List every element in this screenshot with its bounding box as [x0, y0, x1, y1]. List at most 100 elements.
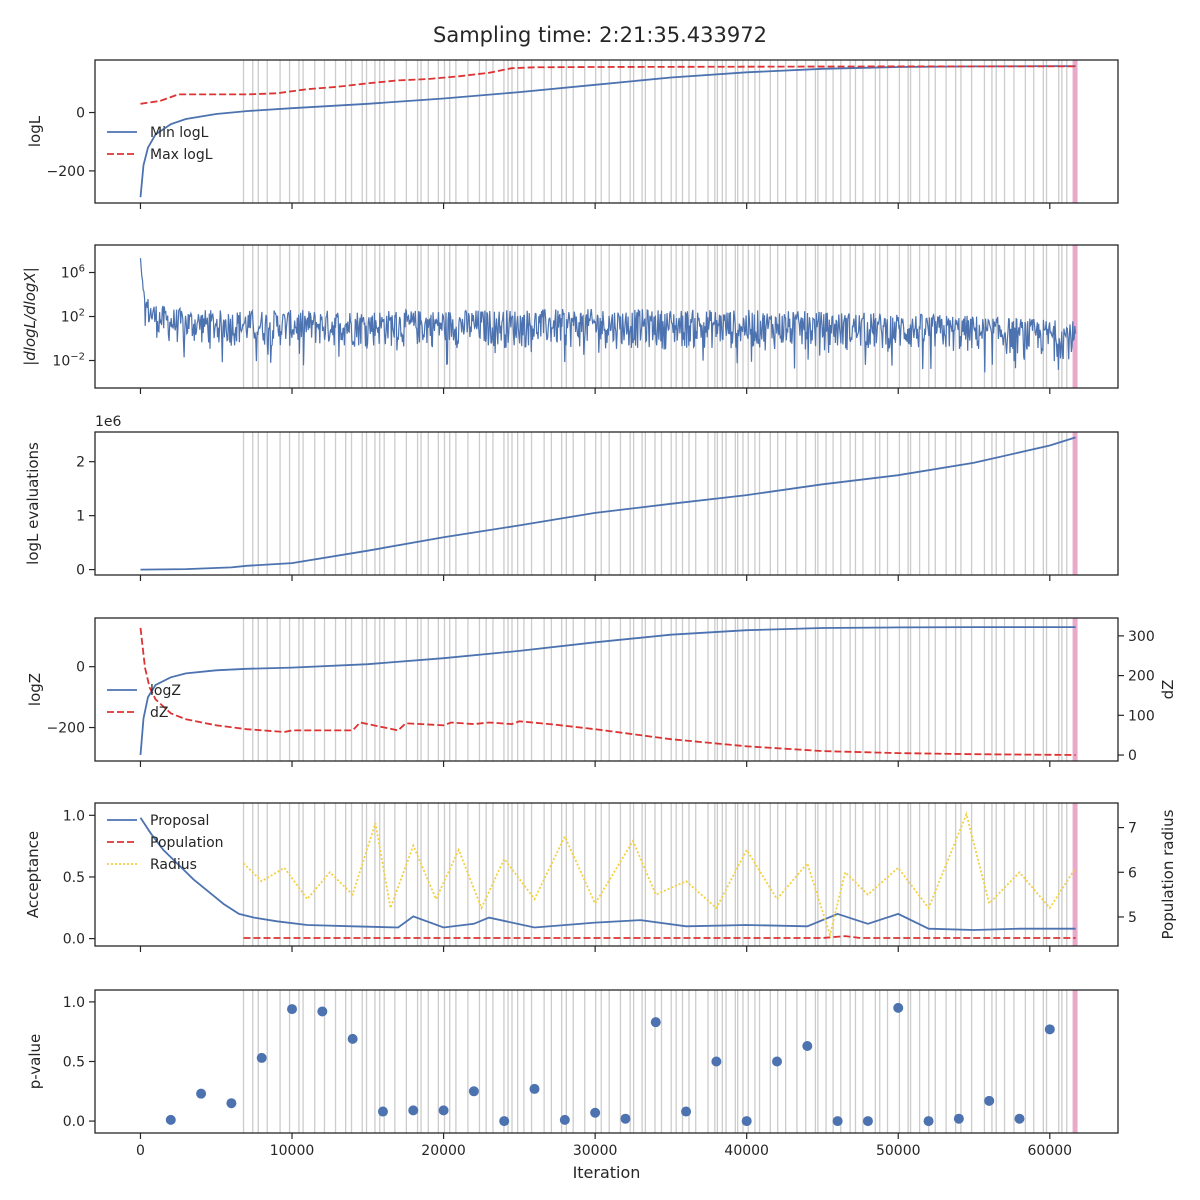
panel-pvalue: 0 10000 20000 30000 40000 50000 60000 0.0 0.5 1.0…: [26, 989, 1119, 1159]
legend-label: Population: [150, 835, 224, 851]
y-tick-label: 0.5: [63, 1055, 85, 1071]
radius-line: [242, 811, 1077, 939]
p-value-point: [468, 1086, 479, 1097]
p-value-point: [165, 1114, 176, 1125]
y-tick-label: −200: [47, 721, 85, 737]
y-offset-text: 1e6: [95, 414, 122, 430]
data-line: [140, 436, 1076, 571]
y-axis-label-right: dZ: [1159, 680, 1177, 700]
y-axis-label-right: Population radius: [1159, 809, 1177, 939]
y-tick-label: 106: [61, 264, 85, 282]
y-axis-label: p-value: [26, 1034, 44, 1090]
figure-title: Sampling time: 2:21:35.433972: [433, 23, 767, 47]
p-value-point: [650, 1017, 661, 1028]
plot-area: [139, 803, 1078, 946]
p-value-point: [1044, 1024, 1055, 1035]
panel-logz: −200 0 0 100 200 300 dZ logZ logZ dZ: [26, 617, 1177, 767]
x-tick-label: 20000: [421, 1143, 466, 1159]
panel-dlogl: 10−2 102 106 |dlogL/dlogX|: [21, 244, 1119, 394]
p-value-point: [1014, 1113, 1025, 1124]
axes-frame: [94, 989, 1119, 1134]
legend-label: logZ: [150, 683, 181, 699]
p-value-point: [377, 1106, 388, 1117]
p-value-point: [984, 1095, 995, 1106]
p-value-point: [287, 1004, 298, 1015]
p-value-point: [711, 1056, 722, 1067]
final-iteration-band: [1072, 245, 1078, 388]
y-tick-label: 1.0: [63, 995, 85, 1011]
y-tick-label: −200: [47, 164, 85, 180]
max-logl-line: [140, 65, 1076, 105]
y-tick-label-right: 200: [1128, 669, 1155, 685]
y-axis-label: logL evaluations: [24, 442, 42, 565]
legend-label: Proposal: [150, 813, 209, 829]
axes-frame: [94, 802, 1119, 947]
plot-area: [139, 618, 1078, 761]
final-iteration-band: [1072, 60, 1078, 203]
legend: logZ dZ: [107, 683, 181, 721]
legend-label: Max logL: [150, 147, 213, 163]
final-iteration-band: [1072, 803, 1078, 946]
final-iteration-band: [1072, 432, 1078, 575]
p-value-point: [923, 1116, 934, 1127]
y-tick-label: 2: [76, 455, 85, 471]
y-tick-label: 10−2: [52, 352, 85, 370]
y-tick-label: 1.0: [63, 808, 85, 824]
p-value-point: [893, 1002, 904, 1013]
population-line: [243, 935, 1076, 939]
final-iteration-band: [1072, 618, 1078, 761]
y-tick-label: 0.0: [63, 1114, 85, 1130]
p-value-point: [317, 1006, 328, 1017]
y-tick-label-right: 300: [1128, 629, 1155, 645]
p-value-point: [347, 1033, 358, 1044]
p-value-point: [256, 1052, 267, 1063]
y-tick-label-right: 7: [1128, 821, 1137, 837]
panel-acceptance: 0.0 0.5 1.0 5 6 7 Population radius Acceptance P…: [24, 802, 1177, 952]
p-value-point: [529, 1083, 540, 1094]
p-value-point: [862, 1116, 873, 1127]
p-value-point: [681, 1106, 692, 1117]
plot-area: [140, 432, 1078, 575]
plot-area: [139, 60, 1078, 203]
y-tick-label-right: 6: [1128, 865, 1137, 881]
legend: Min logL Max logL: [107, 125, 213, 163]
p-value-point: [499, 1116, 510, 1127]
p-value-point: [772, 1056, 782, 1067]
y-tick-label: 0.0: [63, 932, 85, 948]
x-tick-label: 40000: [724, 1143, 769, 1159]
y-axis-label: logZ: [26, 673, 44, 706]
legend-label: Min logL: [150, 125, 209, 141]
p-value-point: [953, 1113, 964, 1124]
axes-frame: [94, 59, 1119, 204]
dz-line: [139, 627, 1076, 756]
axes-frame: [94, 431, 1119, 576]
p-value-point: [832, 1116, 843, 1127]
p-value-point: [438, 1105, 449, 1116]
plot-area: [139, 245, 1078, 388]
y-tick-label: 1: [76, 509, 85, 525]
y-tick-label: 0: [76, 660, 85, 676]
panel-logl: −200 0 logL Min logL Max logL: [26, 59, 1119, 209]
y-tick-label-right: 0: [1128, 748, 1137, 764]
final-iteration-band: [1072, 990, 1078, 1133]
x-axis-label: Iteration: [573, 1163, 641, 1182]
plot-area: [165, 990, 1078, 1133]
y-tick-label-right: 5: [1128, 910, 1137, 926]
p-value-point: [741, 1116, 752, 1127]
y-tick-label-right: 100: [1128, 708, 1155, 724]
p-value-point: [620, 1113, 631, 1124]
x-tick-label: 50000: [876, 1143, 921, 1159]
x-tick-label: 10000: [270, 1143, 315, 1159]
x-tick-label: 60000: [1028, 1143, 1073, 1159]
p-value-point: [196, 1088, 207, 1099]
y-tick-label: 0: [76, 563, 85, 579]
y-tick-label: 0.5: [63, 870, 85, 886]
p-value-point: [408, 1105, 419, 1116]
p-value-point: [802, 1041, 813, 1052]
p-value-point: [590, 1107, 601, 1118]
proposal-line: [139, 817, 1076, 931]
x-tick-label: 30000: [573, 1143, 618, 1159]
y-axis-label: |dlogL/dlogX|: [21, 267, 39, 366]
y-tick-label: 0: [76, 106, 85, 122]
